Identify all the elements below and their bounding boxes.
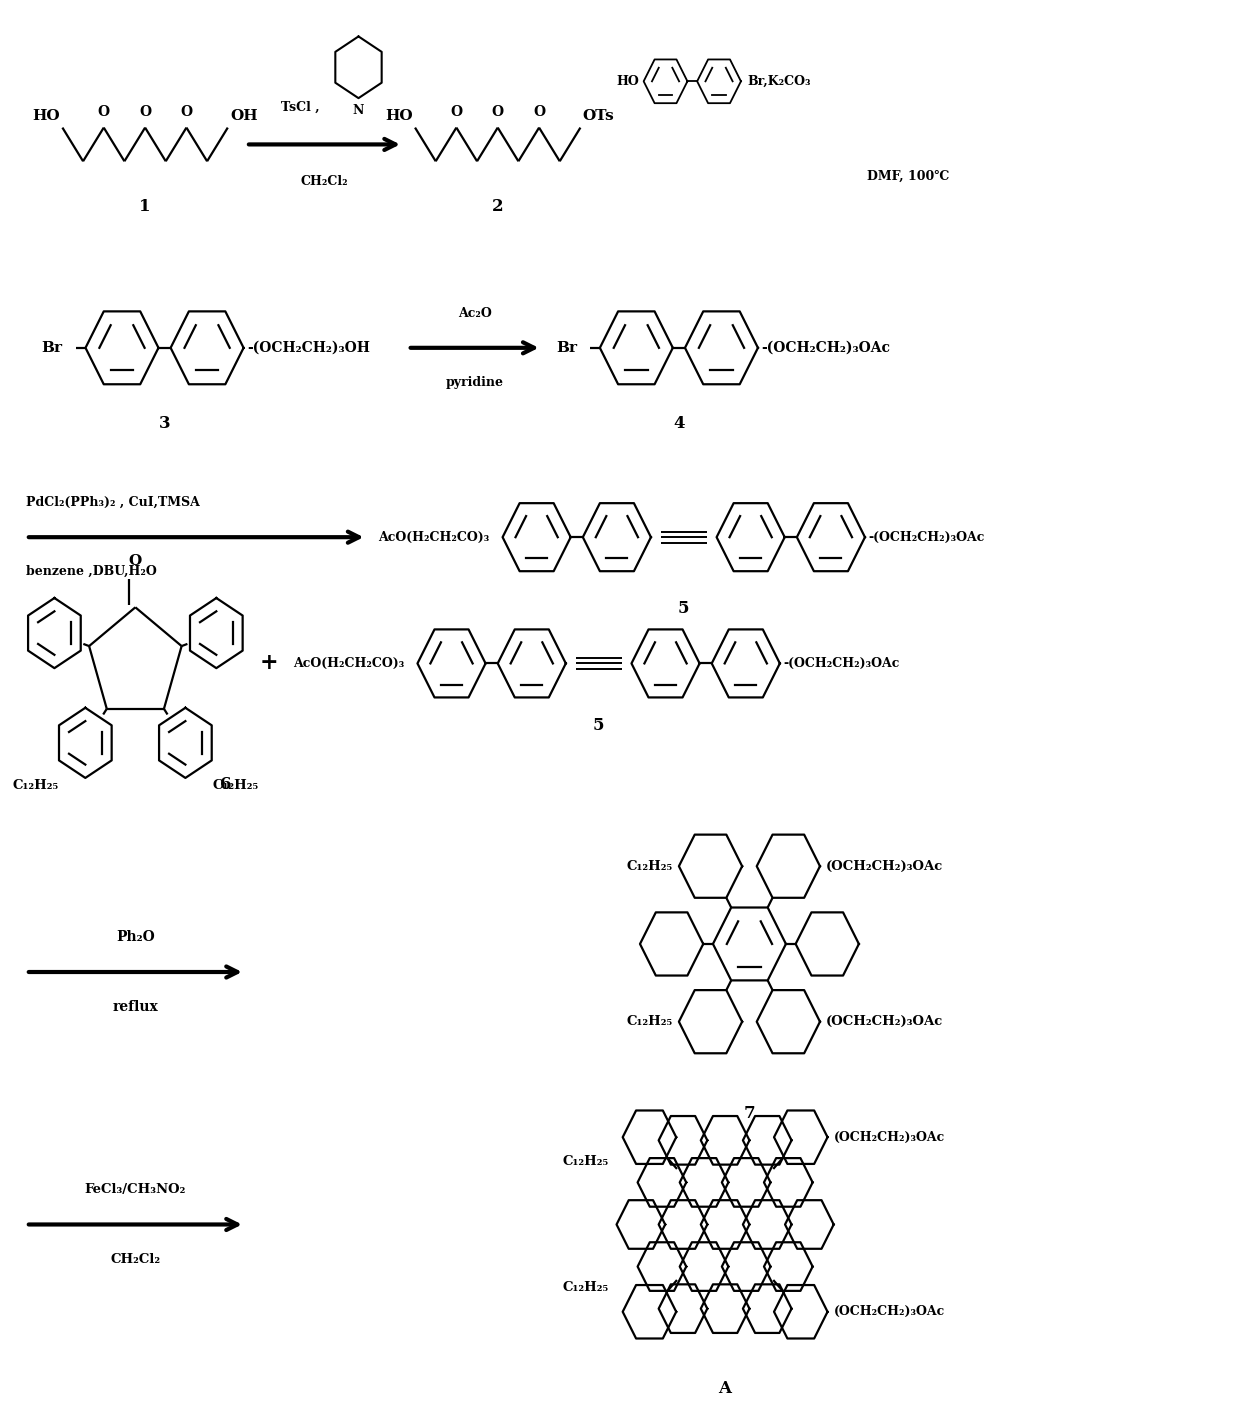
- Text: OH: OH: [231, 110, 258, 123]
- Text: 3: 3: [159, 415, 170, 432]
- Text: O: O: [533, 106, 546, 119]
- Text: C₁₂H₂₅: C₁₂H₂₅: [626, 1015, 673, 1029]
- Text: 6: 6: [221, 776, 232, 793]
- Text: (OCH₂CH₂)₃OAc: (OCH₂CH₂)₃OAc: [833, 1305, 945, 1318]
- Text: DMF, 100℃: DMF, 100℃: [867, 169, 950, 182]
- Text: (OCH₂CH₂)₃OAc: (OCH₂CH₂)₃OAc: [826, 1015, 944, 1029]
- Text: 7: 7: [744, 1105, 755, 1122]
- Text: Br: Br: [556, 341, 577, 354]
- Text: Br: Br: [42, 341, 63, 354]
- Text: HO: HO: [616, 75, 640, 87]
- Text: O: O: [139, 106, 151, 119]
- Text: CH₂Cl₂: CH₂Cl₂: [110, 1253, 160, 1266]
- Text: FeCl₃/CH₃NO₂: FeCl₃/CH₃NO₂: [84, 1184, 186, 1197]
- Text: (OCH₂CH₂)₃OAc: (OCH₂CH₂)₃OAc: [833, 1130, 945, 1144]
- Text: 5: 5: [593, 717, 604, 734]
- Text: Ac₂O: Ac₂O: [458, 306, 491, 320]
- Text: 4: 4: [673, 415, 684, 432]
- Text: AcO(H₂CH₂CO)₃: AcO(H₂CH₂CO)₃: [294, 658, 404, 670]
- Text: -(OCH₂CH₂)₃OAc: -(OCH₂CH₂)₃OAc: [784, 658, 900, 670]
- Text: 5: 5: [678, 600, 689, 617]
- Text: 1: 1: [139, 198, 151, 214]
- Text: N: N: [353, 104, 365, 117]
- Text: pyridine: pyridine: [445, 375, 503, 389]
- Text: C₁₂H₂₅: C₁₂H₂₅: [626, 859, 673, 873]
- Text: +: +: [260, 652, 279, 674]
- Text: OTs: OTs: [583, 110, 615, 123]
- Text: TsCl ,: TsCl ,: [280, 100, 320, 113]
- Text: HO: HO: [32, 110, 60, 123]
- Text: O: O: [492, 106, 503, 119]
- Text: O: O: [180, 106, 192, 119]
- Text: O: O: [129, 555, 143, 569]
- Text: HO: HO: [384, 110, 413, 123]
- Text: PdCl₂(PPh₃)₂ , CuI,TMSA: PdCl₂(PPh₃)₂ , CuI,TMSA: [26, 497, 200, 509]
- Text: CH₂Cl₂: CH₂Cl₂: [300, 175, 348, 188]
- Text: (OCH₂CH₂)₃OAc: (OCH₂CH₂)₃OAc: [826, 859, 944, 873]
- Text: -(OCH₂CH₂)₃OH: -(OCH₂CH₂)₃OH: [247, 341, 370, 354]
- Text: C₁₂H₂₅: C₁₂H₂₅: [12, 779, 58, 792]
- Text: Br,K₂CO₃: Br,K₂CO₃: [746, 75, 811, 87]
- Text: -(OCH₂CH₂)₃OAc: -(OCH₂CH₂)₃OAc: [868, 531, 985, 543]
- Text: benzene ,DBU,H₂O: benzene ,DBU,H₂O: [26, 566, 156, 579]
- Text: O: O: [98, 106, 110, 119]
- Text: C₁₂H₂₅: C₁₂H₂₅: [562, 1281, 609, 1294]
- Text: A: A: [719, 1380, 732, 1397]
- Text: O: O: [450, 106, 463, 119]
- Text: AcO(H₂CH₂CO)₃: AcO(H₂CH₂CO)₃: [378, 531, 490, 543]
- Text: C₁₂H₂₅: C₁₂H₂₅: [212, 779, 258, 792]
- Text: reflux: reflux: [113, 1000, 159, 1015]
- Text: 2: 2: [492, 198, 503, 214]
- Text: C₁₂H₂₅: C₁₂H₂₅: [562, 1154, 609, 1168]
- Text: Ph₂O: Ph₂O: [117, 930, 155, 944]
- Text: -(OCH₂CH₂)₃OAc: -(OCH₂CH₂)₃OAc: [761, 341, 890, 354]
